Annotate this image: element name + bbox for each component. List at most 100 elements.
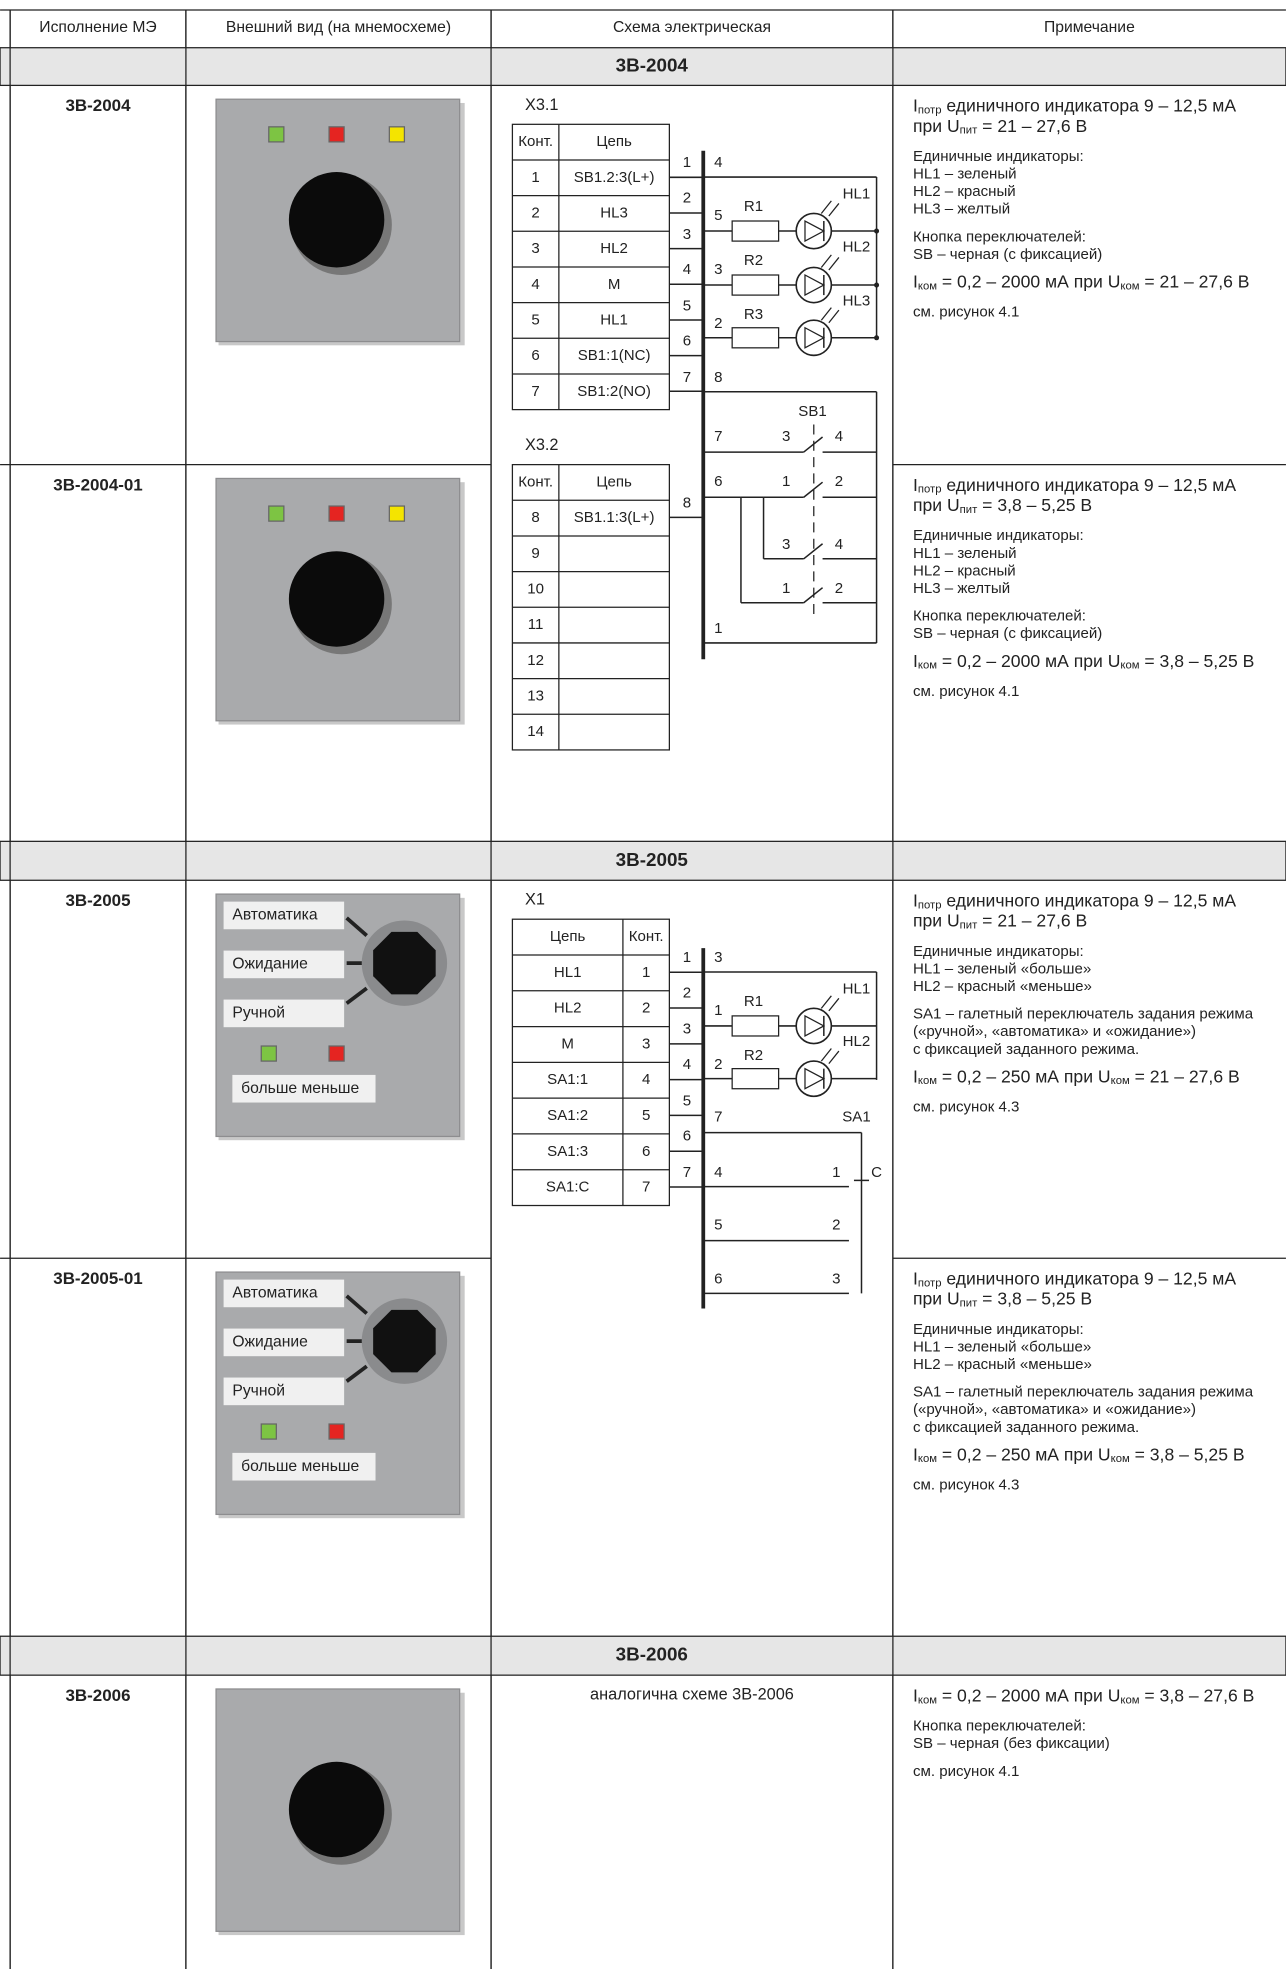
- note-text: при U: [913, 910, 960, 930]
- note-subscript: ком: [1120, 280, 1139, 292]
- column-header: Примечание: [1044, 19, 1135, 36]
- note-subscript: ком: [1120, 1694, 1139, 1706]
- indicator: [328, 1423, 345, 1440]
- resistor: [731, 1015, 780, 1037]
- connector-cell: SA1:1: [547, 1071, 588, 1088]
- connector-name: X3.2: [525, 436, 559, 454]
- note-text: SA1 – галетный переключатель задания реж…: [913, 1384, 1254, 1401]
- note-text: единичного индикатора 9 – 12,5 мА: [941, 475, 1236, 495]
- scheme-label: 4: [714, 154, 722, 171]
- connector-cell: 9: [531, 545, 539, 562]
- note-subscript: потр: [918, 484, 942, 496]
- scheme-label: 3: [714, 949, 722, 966]
- scheme-label: 8: [683, 495, 691, 512]
- connector-cell: 14: [527, 723, 544, 740]
- note-text: = 3,8 – 5,25 В: [977, 1288, 1092, 1308]
- connector-cell: 12: [527, 652, 544, 669]
- note-line: HL1 – зеленый: [913, 545, 1017, 562]
- note-text: I: [913, 1066, 918, 1086]
- scheme-label: 3: [683, 1021, 691, 1038]
- column-header: Схема электрическая: [613, 19, 771, 36]
- note-text: («ручной», «автоматика» и «ожидание»): [913, 1023, 1196, 1040]
- led-arrow: [820, 200, 832, 214]
- note-text: = 3,8 – 5,25 В: [1140, 650, 1255, 670]
- scheme-label: 6: [683, 1127, 691, 1144]
- note-text: = 21 – 27,6 В: [977, 115, 1087, 135]
- section-title: 3В-2006: [616, 1644, 688, 1665]
- panel: [215, 1688, 461, 1932]
- led-diode: [804, 273, 826, 297]
- note-line: Iком = 0,2 – 2000 мА при Uком = 3,8 – 5,…: [913, 650, 1254, 671]
- note-text: см. рисунок 4.1: [913, 1763, 1019, 1780]
- section-title: 3В-2005: [616, 849, 688, 870]
- scheme-label: 6: [714, 1271, 722, 1288]
- note-text: HL2 – красный «меньше»: [913, 978, 1092, 995]
- note-text: = 3,8 – 27,6 В: [1140, 1685, 1255, 1705]
- note-line: SB – черная (без фиксации): [913, 1735, 1110, 1752]
- note-text: Кнопка переключателей:: [913, 608, 1086, 625]
- connector-cell: 7: [642, 1179, 650, 1196]
- connector-cell: 6: [531, 347, 539, 364]
- scheme-label: 5: [683, 297, 691, 314]
- scheme-label: 6: [683, 333, 691, 350]
- switch-label: Ожидание: [232, 956, 308, 973]
- button: [288, 172, 385, 268]
- column-header: Исполнение МЭ: [39, 19, 156, 36]
- scheme-label: 7: [683, 1164, 691, 1181]
- scheme-label: 5: [714, 1217, 722, 1234]
- connector-cell: SB1.2:3(L+): [574, 169, 655, 186]
- scheme-label: 6: [714, 473, 722, 490]
- note-text: I: [913, 95, 918, 115]
- led-diode: [804, 326, 826, 349]
- scheme-label: 1: [782, 580, 790, 597]
- scheme-label: R1: [744, 198, 763, 215]
- note-text: Единичные индикаторы:: [913, 943, 1084, 960]
- scheme-label: 1: [714, 620, 722, 637]
- scheme-label: 3: [832, 1271, 840, 1288]
- connector-cell: 11: [528, 616, 544, 633]
- note-subscript: ком: [918, 1694, 937, 1706]
- note-line: при Uпит = 3,8 – 5,25 В: [913, 495, 1092, 516]
- connector-cell: 4: [642, 1071, 650, 1088]
- indicator: [328, 505, 345, 522]
- connector-cell: 5: [531, 311, 539, 328]
- note-line: SA1 – галетный переключатель задания реж…: [913, 1006, 1254, 1023]
- scheme-label: 2: [832, 1217, 840, 1234]
- scheme-label: 4: [683, 1056, 691, 1073]
- switch-line: [345, 986, 368, 1005]
- connector-header: Конт.: [629, 928, 664, 945]
- led-arrow: [828, 203, 840, 217]
- section-title: 3В-2004: [616, 55, 689, 76]
- scheme-label: 2: [683, 984, 691, 1001]
- note-text: HL1 – зеленый «больше»: [913, 1338, 1091, 1355]
- switch-label: Ожидание: [232, 1334, 308, 1351]
- header-row: [0, 10, 1286, 47]
- note-text: Единичные индикаторы:: [913, 527, 1084, 544]
- scheme-label: 4: [835, 536, 843, 553]
- scheme-label: R2: [744, 1047, 763, 1064]
- note-line: HL3 – желтый: [913, 201, 1010, 218]
- note-text: Единичные индикаторы:: [913, 148, 1084, 165]
- connector-cell: 3: [642, 1035, 650, 1052]
- note-line: HL3 – желтый: [913, 580, 1010, 597]
- note-line: при Uпит = 21 – 27,6 В: [913, 115, 1087, 136]
- note-text: см. рисунок 4.3: [913, 1099, 1019, 1116]
- note-subscript: потр: [918, 104, 942, 116]
- connector-cell: HL2: [600, 240, 628, 257]
- note-text: HL2 – красный: [913, 562, 1016, 579]
- note-text: I: [913, 271, 918, 291]
- scheme-label: C: [871, 1164, 882, 1181]
- model: 3В-2005-01: [53, 1269, 142, 1288]
- note-text: = 0,2 – 2000 мА при U: [937, 1685, 1120, 1705]
- connector-cell: 2: [531, 204, 539, 221]
- note-text: I: [913, 475, 918, 495]
- note-subscript: потр: [918, 1277, 942, 1289]
- connector-header: Цепь: [550, 928, 586, 945]
- connector-cell: 2: [642, 1000, 650, 1017]
- label-box: [232, 1452, 376, 1481]
- scheme-label: 7: [714, 1109, 722, 1126]
- note-text: при U: [913, 1288, 960, 1308]
- knob: [373, 1309, 436, 1373]
- note-subscript: пит: [960, 1297, 978, 1309]
- connector-cell: 5: [642, 1107, 650, 1124]
